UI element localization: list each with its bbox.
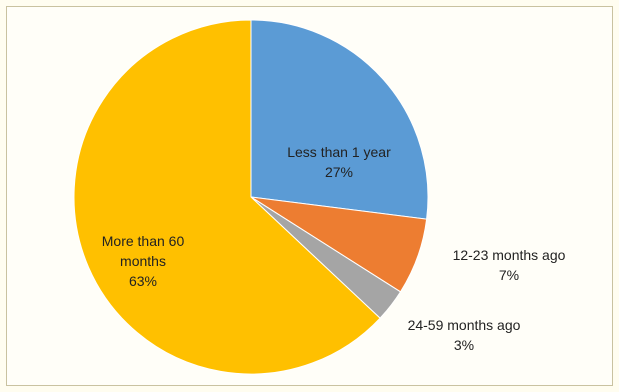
slice-label-less-than-1-year: Less than 1 year: [287, 144, 391, 160]
slice-label-more-than-60-line2: months: [120, 253, 166, 269]
slice-value-24-59-months: 3%: [454, 337, 474, 353]
slice-value-less-than-1-year: 27%: [325, 164, 353, 180]
pie-labels: Less than 1 year 27% 12-23 months ago 7%…: [102, 144, 566, 353]
slice-value-more-than-60: 63%: [129, 273, 157, 289]
slice-label-more-than-60-line1: More than 60: [102, 233, 185, 249]
slice-label-12-23-months: 12-23 months ago: [453, 247, 566, 263]
slice-value-12-23-months: 7%: [499, 267, 519, 283]
slice-more-than-60-months: [73, 19, 381, 375]
slice-label-24-59-months: 24-59 months ago: [408, 317, 521, 333]
pie-slices: [73, 19, 429, 375]
slice-less-than-1-year: [250, 19, 429, 220]
